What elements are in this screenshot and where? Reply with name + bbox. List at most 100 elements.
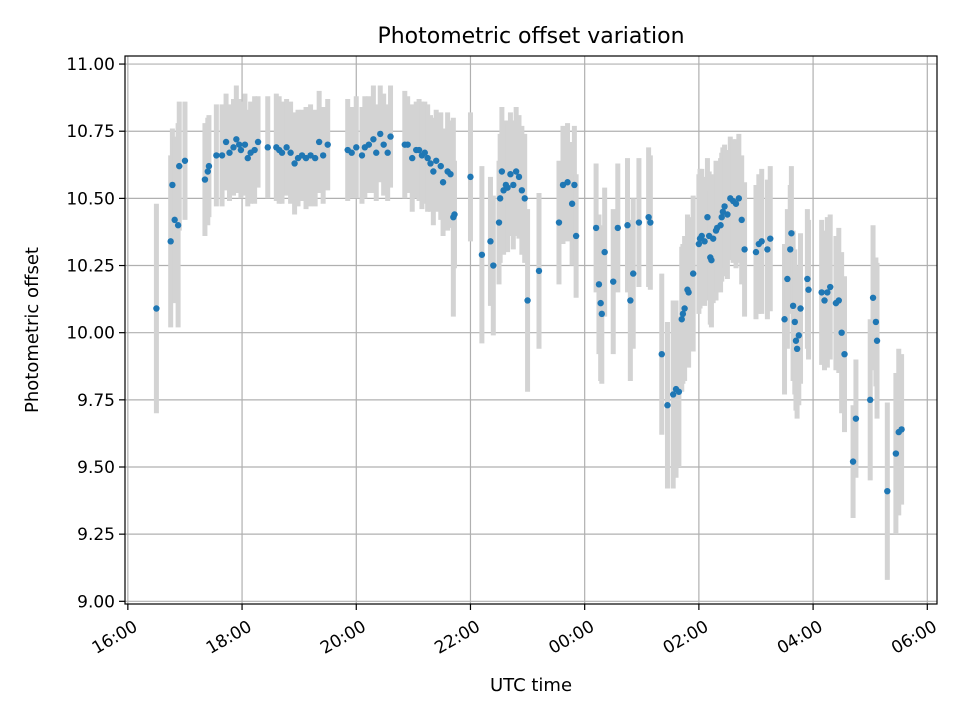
data-point bbox=[447, 170, 454, 178]
data-point bbox=[892, 450, 900, 457]
data-point bbox=[804, 275, 811, 283]
data-point bbox=[237, 146, 245, 154]
data-point bbox=[319, 152, 327, 159]
data-point bbox=[555, 219, 563, 226]
data-point bbox=[721, 203, 728, 210]
data-point bbox=[535, 267, 543, 275]
data-point bbox=[315, 138, 323, 146]
y-tick-label: 9.75 bbox=[77, 391, 115, 411]
data-point bbox=[685, 289, 692, 296]
data-point bbox=[664, 402, 671, 409]
data-point bbox=[898, 426, 905, 433]
data-point bbox=[869, 294, 877, 301]
data-point bbox=[251, 146, 258, 154]
data-point bbox=[635, 219, 643, 226]
data-point bbox=[507, 170, 514, 178]
data-point bbox=[627, 297, 634, 304]
data-point bbox=[205, 162, 213, 170]
data-point bbox=[818, 289, 825, 296]
data-point bbox=[735, 195, 743, 202]
data-point bbox=[373, 149, 380, 156]
data-point bbox=[433, 157, 440, 164]
data-point bbox=[598, 310, 606, 318]
data-point bbox=[841, 350, 848, 358]
data-point bbox=[264, 144, 271, 151]
y-tick-label: 10.50 bbox=[66, 189, 115, 209]
data-point bbox=[689, 270, 697, 277]
data-point bbox=[849, 458, 857, 465]
data-point bbox=[487, 238, 494, 245]
data-point bbox=[424, 154, 431, 162]
data-point bbox=[521, 195, 528, 202]
data-point bbox=[222, 138, 230, 146]
data-point bbox=[852, 415, 860, 422]
data-point bbox=[838, 329, 845, 336]
y-tick-label: 10.00 bbox=[66, 324, 115, 344]
data-point bbox=[387, 133, 394, 140]
data-point bbox=[821, 297, 828, 304]
data-point bbox=[370, 136, 377, 143]
data-point bbox=[515, 173, 523, 181]
data-point bbox=[571, 181, 578, 189]
data-point bbox=[518, 187, 526, 194]
data-point bbox=[427, 160, 434, 167]
data-point bbox=[236, 141, 243, 148]
data-point bbox=[384, 149, 391, 156]
data-point bbox=[451, 211, 458, 218]
data-point bbox=[781, 316, 788, 323]
data-point bbox=[291, 160, 298, 167]
data-point bbox=[201, 176, 209, 183]
data-point bbox=[287, 149, 294, 156]
y-tick-label: 10.75 bbox=[66, 122, 115, 142]
data-point bbox=[797, 305, 804, 312]
data-point bbox=[437, 162, 444, 170]
data-point bbox=[704, 213, 711, 221]
data-point bbox=[348, 149, 355, 156]
data-point bbox=[795, 332, 803, 339]
y-tick-label: 9.25 bbox=[77, 525, 115, 545]
data-point bbox=[278, 149, 286, 156]
y-tick-label: 11.00 bbox=[66, 55, 115, 75]
data-point bbox=[614, 224, 621, 232]
data-point bbox=[698, 232, 705, 240]
data-point bbox=[764, 246, 771, 253]
data-point bbox=[358, 152, 366, 159]
data-point bbox=[695, 240, 703, 248]
data-point bbox=[467, 173, 474, 181]
data-point bbox=[681, 305, 688, 312]
data-point bbox=[732, 200, 740, 207]
data-point bbox=[439, 179, 447, 186]
data-point bbox=[430, 168, 437, 175]
data-point bbox=[793, 345, 801, 353]
data-point bbox=[512, 168, 520, 175]
data-point bbox=[174, 222, 182, 229]
data-point bbox=[752, 248, 760, 256]
data-point bbox=[311, 154, 319, 162]
data-point bbox=[738, 216, 745, 224]
data-point bbox=[213, 152, 220, 159]
data-point bbox=[568, 200, 576, 207]
data-point bbox=[718, 213, 725, 221]
data-point bbox=[701, 238, 708, 245]
data-point bbox=[171, 216, 178, 224]
data-point bbox=[230, 144, 237, 151]
data-point bbox=[153, 305, 160, 312]
data-point bbox=[176, 162, 183, 170]
data-point bbox=[675, 388, 683, 395]
data-point bbox=[496, 195, 504, 202]
data-point bbox=[421, 149, 428, 156]
data-point bbox=[380, 141, 387, 148]
data-point bbox=[647, 219, 654, 226]
data-point bbox=[404, 141, 411, 148]
data-point bbox=[872, 318, 880, 326]
data-point bbox=[624, 222, 631, 229]
data-point bbox=[169, 181, 176, 189]
data-point bbox=[204, 168, 211, 175]
data-point bbox=[873, 337, 881, 344]
data-point bbox=[597, 299, 604, 307]
data-point bbox=[792, 337, 800, 344]
data-point bbox=[708, 256, 715, 264]
data-point bbox=[679, 310, 687, 318]
y-axis-ticks: 9.00 9.25 9.50 9.75 10.00 10.25 10.50 10.75 11.0… bbox=[66, 55, 125, 612]
